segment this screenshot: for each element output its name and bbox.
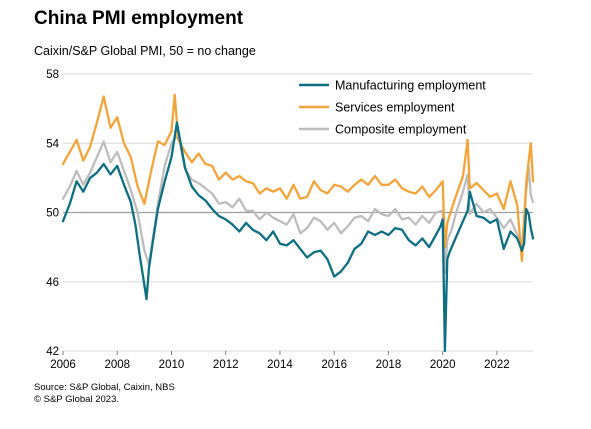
legend-label-composite: Composite employment — [335, 123, 467, 137]
x-tick-label: 2010 — [159, 359, 185, 371]
legend-label-services: Services employment — [335, 101, 455, 115]
series-layer — [61, 93, 535, 353]
series-line-services — [61, 93, 535, 263]
y-tick-label: 54 — [46, 138, 59, 150]
source-note: Source: S&P Global, Caixin, NBS © S&P Gl… — [34, 382, 175, 406]
series-line-composite — [61, 133, 535, 275]
x-tick-label: 2008 — [104, 359, 130, 371]
legend: Manufacturing employment Services employm… — [299, 79, 486, 137]
x-tick-label: 2014 — [267, 359, 293, 371]
series-line-manufacturing — [61, 121, 535, 353]
x-tick-label: 2022 — [484, 359, 510, 371]
x-tick-label: 2016 — [321, 359, 347, 371]
x-tick-label: 2012 — [213, 359, 239, 371]
x-axis: 2006 2008 2010 2012 2014 2016 2018 2020 2022 — [50, 351, 510, 371]
x-tick-label: 2018 — [376, 359, 402, 371]
y-tick-label: 50 — [46, 208, 59, 220]
gridlines — [63, 73, 533, 352]
x-tick-label: 2006 — [50, 359, 76, 371]
y-tick-label: 58 — [46, 69, 59, 81]
chart-subtitle: Caixin/S&P Global PMI, 50 = no change — [34, 44, 256, 58]
chart-title: China PMI employment — [34, 8, 244, 29]
y-axis: 42 46 50 54 58 — [46, 69, 59, 358]
y-tick-label: 46 — [46, 277, 59, 289]
y-tick-label: 42 — [46, 346, 59, 358]
source-line-2: © S&P Global 2023. — [34, 394, 119, 405]
legend-label-manufacturing: Manufacturing employment — [335, 79, 486, 93]
x-tick-label: 2020 — [430, 359, 456, 371]
source-line-1: Source: S&P Global, Caixin, NBS — [34, 382, 175, 393]
